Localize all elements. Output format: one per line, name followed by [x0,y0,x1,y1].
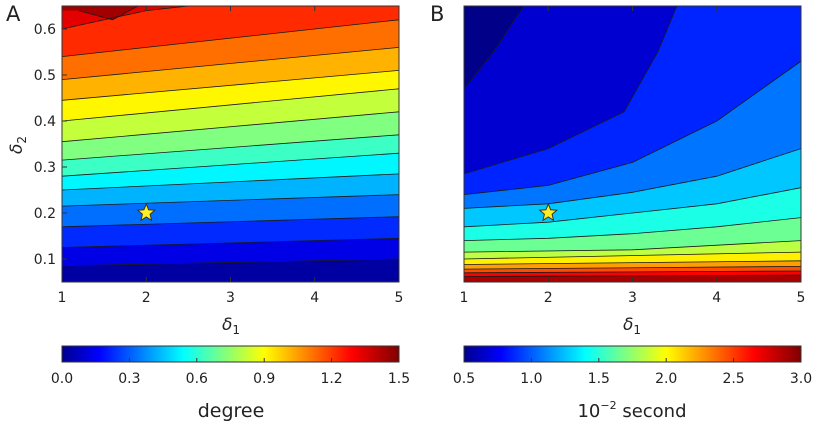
panel-a-band-12 [62,6,399,57]
colorbar-b-tick-label-3: 2.0 [655,371,677,387]
panel-b-xtick-label-3: 4 [712,290,721,306]
colorbar-b-title-base: 10 [577,401,600,422]
colorbar-a-gradient [61,345,400,363]
panel-a-contour-2 [62,237,399,248]
panel-b-band-1 [464,6,525,89]
panel-b-label: B [430,2,444,26]
panel-b-contour-11 [464,270,801,274]
panel-b-xtick-label-2: 3 [628,290,637,306]
panel-a-ylabel-text: δ [7,144,27,154]
panel-b-contour-4 [464,148,801,209]
panel-a-xtick-label-2: 3 [226,290,235,306]
colorbar-a-tick-label-1: 0.3 [118,371,140,387]
colorbar-a-tick-label-4: 1.2 [320,371,342,387]
panel-b-contour-1 [464,6,525,90]
panel-a-ytick-label-4: 0.5 [34,68,56,84]
panel-a-contour-8 [62,111,399,143]
panel-b-contour-2 [464,6,678,175]
colorbar-b-tick-label-1: 1.0 [520,371,542,387]
colorbar-a: 0.0 0.3 0.6 0.9 1.2 1.5 degree [51,345,410,422]
panel-a-label: A [6,2,21,26]
colorbar-b-title-rest: second [617,401,687,422]
panel-a-xlabel: δ1 [222,315,240,337]
panel-b-xtick-label-4: 5 [797,290,806,306]
star-marker-a [136,202,157,222]
panel-a-contour-3 [62,216,399,228]
panel-b-contour-9 [464,260,801,265]
panel-a-xtick-label-0: 1 [58,290,67,306]
panel-b-contour-5 [464,187,801,228]
panel-b-xtick-label-1: 2 [544,290,553,306]
panel-a-xtick-label-1: 2 [142,290,151,306]
colorbar-a-tick-label-0: 0.0 [51,371,73,387]
panel-a-xtick-label-3: 4 [310,290,319,306]
panel-b-xlabel-text: δ [623,315,633,335]
panel-b-xlabel-text-subscript: 1 [633,323,641,337]
panel-b-contour-6 [464,217,801,241]
star-marker-b [538,202,559,222]
colorbar-b-gradient [463,345,802,363]
colorbar-a-tick-label-5: 1.5 [388,371,410,387]
panel-a-ytick-label-0: 0.1 [34,252,56,268]
colorbar-b-tick-label-5: 3.0 [790,371,812,387]
colorbar-b-tick-label-2: 1.5 [588,371,610,387]
panel-b-contour-7 [464,240,801,253]
panel-a-contour-4 [62,194,399,207]
panel-a-contour-9 [62,88,399,122]
colorbar-a-tick-label-2: 0.6 [186,371,208,387]
panel-b-plot: 1 2 3 4 5 [460,5,806,306]
panel-a-xtick-label-4: 5 [395,290,404,306]
panel-a-xlabel-text-subscript: 1 [232,323,240,337]
panel-b-contour-10 [464,266,801,270]
colorbar-a-title: degree [198,400,265,422]
panel-b-xtick-label-0: 1 [460,290,469,306]
panel-b-xlabel: δ1 [623,315,641,337]
panel-a-contour-1 [62,258,399,267]
panel-a-contour-11 [62,47,399,80]
panel-b-contour-8 [464,251,801,260]
panel-b-band-2 [464,6,677,174]
panel-b-contour-12 [464,274,801,277]
panel-a-plot: 1 2 3 4 5 0.1 0.2 0.3 0.4 0.5 0.6 [34,5,404,306]
panel-a-contour-5 [62,173,399,191]
panel-a-contour-6 [62,152,399,177]
panel-a-ytick-label-2: 0.3 [34,160,56,176]
panel-a-ylabel: δ2 [7,136,29,154]
panel-a-contour-7 [62,134,399,161]
panel-a-contour-14 [78,6,139,21]
colorbar-b-tick-label-0: 0.5 [453,371,475,387]
panel-a-xlabel-text: δ [222,315,232,335]
panel-a-ytick-label-3: 0.4 [34,114,56,130]
panel-a-ylabel-text-subscript: 2 [15,136,29,144]
colorbar-b-title: 10−2 second [577,399,686,422]
panel-a-ytick-label-5: 0.6 [34,22,56,38]
colorbar-b-title-exp: −2 [600,399,616,412]
panel-a-ytick-label-1: 0.2 [34,206,56,222]
panel-a-contour-12 [62,19,399,57]
colorbar-b: 0.5 1.0 1.5 2.0 2.5 3.0 10−2 second [453,345,812,422]
panel-b-contour-3 [464,60,801,195]
panel-a-contour-10 [62,70,399,101]
colorbar-b-tick-label-4: 2.5 [722,371,744,387]
colorbar-a-tick-label-3: 0.9 [253,371,275,387]
